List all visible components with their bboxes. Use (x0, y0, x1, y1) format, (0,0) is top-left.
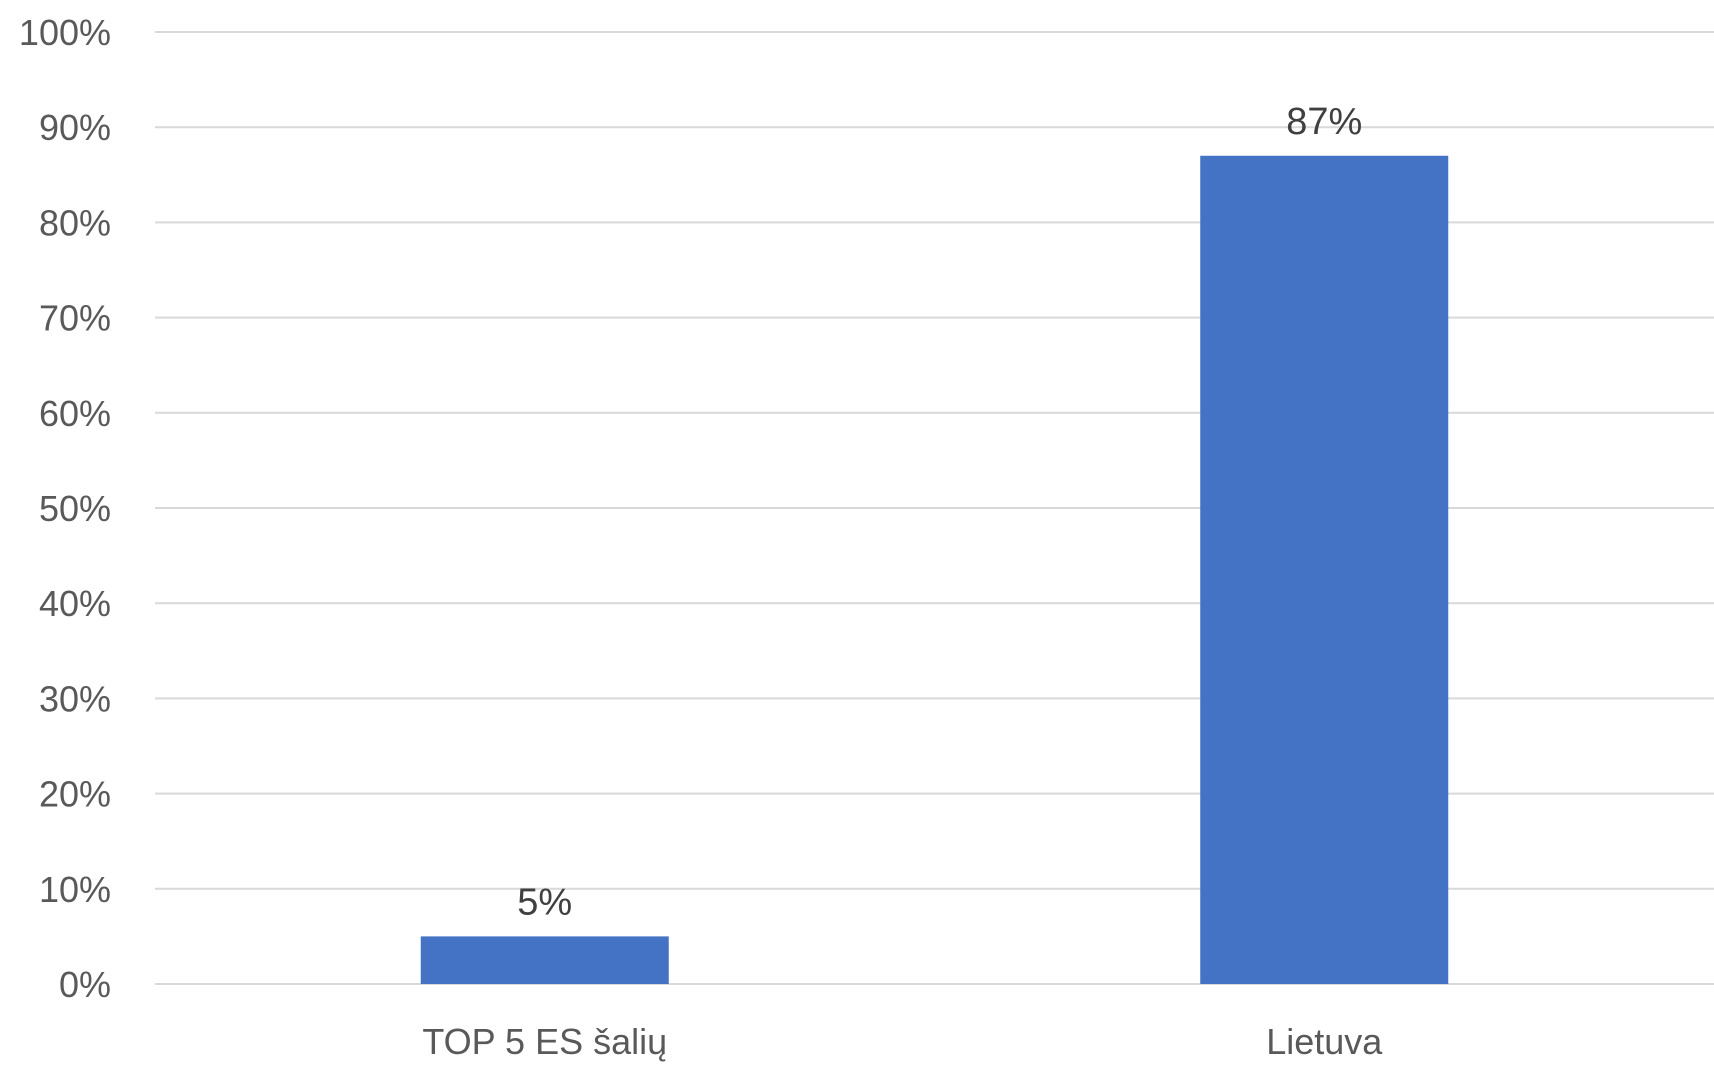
gridlines (155, 31, 1714, 985)
y-tick-label: 30% (39, 678, 111, 719)
y-tick-label: 40% (39, 583, 111, 624)
y-tick-label: 0% (59, 964, 111, 1005)
data-label: 87% (1286, 101, 1362, 143)
y-tick-label: 50% (39, 488, 111, 529)
y-tick-label: 80% (39, 202, 111, 243)
bar-1 (420, 936, 669, 984)
y-tick-label: 10% (39, 869, 111, 910)
y-axis-tick-labels: 0% 10% 20% 30% 40% 50% 60% 70% 80% 90% 100% (19, 12, 111, 1005)
y-tick-label: 20% (39, 774, 111, 815)
y-tick-label: 70% (39, 298, 111, 339)
x-category-label: TOP 5 ES šalių (422, 1021, 667, 1062)
data-label: 5% (517, 881, 572, 923)
x-category-label: Lietuva (1266, 1021, 1383, 1062)
bars (420, 155, 1449, 984)
data-labels: 5% 87% (517, 101, 1362, 924)
bar-2 (1200, 155, 1449, 984)
x-axis-category-labels: TOP 5 ES šalių Lietuva (422, 1021, 1383, 1062)
y-tick-label: 90% (39, 107, 111, 148)
y-tick-label: 60% (39, 393, 111, 434)
y-tick-label: 100% (19, 12, 111, 53)
